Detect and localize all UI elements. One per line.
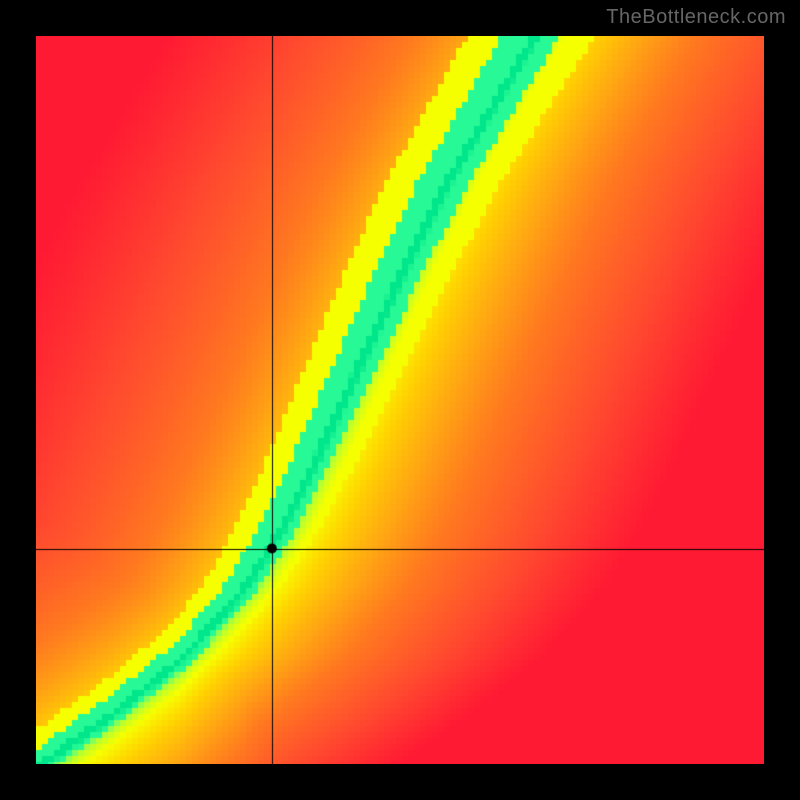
bottleneck-heatmap <box>36 36 764 764</box>
watermark-text: TheBottleneck.com <box>606 6 786 29</box>
chart-frame: TheBottleneck.com <box>0 0 800 800</box>
